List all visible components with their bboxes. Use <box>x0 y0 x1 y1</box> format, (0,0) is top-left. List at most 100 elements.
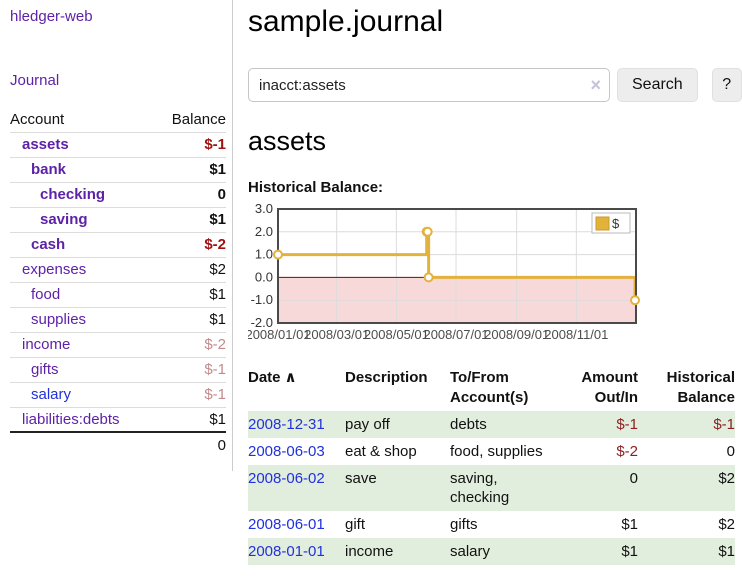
sidebar-item-journal[interactable]: Journal <box>10 72 60 89</box>
register-cell-description: pay off <box>345 416 390 433</box>
register-cell-description: eat & shop <box>345 443 417 460</box>
account-link-gifts[interactable]: gifts <box>31 361 59 378</box>
register-header: Date ∧ Description To/From Account(s) Amo… <box>248 365 735 411</box>
transaction-date-link[interactable]: 2008-06-02 <box>248 470 325 487</box>
account-row: salary $-1 <box>10 381 226 407</box>
search-button[interactable]: Search <box>617 68 698 102</box>
y-tick-label: 3.0 <box>255 204 273 216</box>
accounts-col-balance: Balance <box>171 110 226 128</box>
register-row: 2008-06-02 save saving, checking 0 $2 <box>248 465 735 511</box>
register-cell-date: 2008-06-02 <box>248 465 345 511</box>
account-balance: $-1 <box>154 381 226 407</box>
y-tick-label: -2.0 <box>251 315 273 330</box>
search-input-wrap: × <box>248 68 610 102</box>
sidebar: hledger-web Journal Account Balance asse… <box>0 0 233 471</box>
help-button[interactable]: ? <box>711 68 742 102</box>
register-cell-accounts: food, supplies <box>450 443 543 460</box>
register-cell-amount: $1 <box>621 516 638 533</box>
register-cell-accounts: gifts <box>450 516 478 533</box>
register-row: 2008-12-31 pay off debts $-1 $-1 <box>248 411 735 438</box>
legend-label: $ <box>612 216 620 231</box>
y-tick-label: -1.0 <box>251 292 273 307</box>
register-body: 2008-12-31 pay off debts $-1 $-1 2008-06-03 ea… <box>248 411 735 565</box>
account-link-liabilities-debts[interactable]: liabilities:debts <box>22 410 120 428</box>
account-balance: $1 <box>154 156 226 182</box>
search-input[interactable] <box>248 68 610 102</box>
app-container: hledger-web Journal Account Balance asse… <box>0 0 742 565</box>
register-cell-balance: $-1 <box>713 416 735 433</box>
account-row: food $1 <box>10 281 226 307</box>
historical-balance-chart-box: 2008/01/01 2008/03/01 2008/05/01 2008/07/01… <box>248 204 742 346</box>
data-point-marker <box>422 226 433 237</box>
account-balance: $1 <box>154 281 226 307</box>
register-cell-balance: $1 <box>718 543 735 560</box>
register-cell-amount: $1 <box>621 543 638 560</box>
account-balance: $1 <box>154 406 226 432</box>
accounts-table-body: Account Balance assets $-1 bank $1 checking 0… <box>10 107 226 457</box>
account-row: income $-2 <box>10 331 226 357</box>
account-balance: $1 <box>154 206 226 232</box>
plot-border <box>277 208 637 324</box>
register-cell-amount: 0 <box>629 470 638 487</box>
account-link-saving[interactable]: saving <box>40 211 88 228</box>
account-balance: $2 <box>154 256 226 282</box>
data-point-marker <box>273 249 283 260</box>
register-cell-date: 2008-12-31 <box>248 411 345 438</box>
transaction-date-link[interactable]: 2008-06-01 <box>248 516 325 533</box>
account-link-bank[interactable]: bank <box>31 161 67 178</box>
register-cell-date: 2008-06-03 <box>248 438 345 465</box>
register-cell-amount: $-1 <box>616 416 638 433</box>
account-balance: $1 <box>154 306 226 332</box>
page-title: sample.journal <box>248 5 444 38</box>
register-cell-balance: $2 <box>718 516 735 533</box>
register-col-balance: Historical Balance <box>666 369 735 406</box>
register-cell-accounts: debts <box>450 416 487 433</box>
register-cell-description: save <box>345 470 377 487</box>
account-link-assets[interactable]: assets <box>22 136 69 153</box>
account-row: supplies $1 <box>10 306 226 332</box>
account-link-income[interactable]: income <box>22 336 71 353</box>
account-heading: assets <box>248 126 327 156</box>
account-balance: $-1 <box>154 131 226 157</box>
x-tick-label: 2008/05/01 <box>364 327 429 342</box>
account-balance: 0 <box>154 181 226 207</box>
account-row: assets $-1 <box>10 131 226 157</box>
register-cell-description: gift <box>345 516 366 533</box>
account-link-checking[interactable]: checking <box>40 186 106 203</box>
clear-search-icon[interactable]: × <box>590 75 601 95</box>
register-cell-balance: $2 <box>718 470 735 487</box>
account-balance: $-2 <box>154 231 226 257</box>
register-cell-date: 2008-01-01 <box>248 538 345 565</box>
x-tick-label: 2008/01/01 <box>248 327 311 342</box>
account-row: gifts $-1 <box>10 356 226 382</box>
account-link-expenses[interactable]: expenses <box>22 261 87 278</box>
search-form: × Search ? <box>248 68 742 102</box>
accounts-total-row: 0 <box>10 431 226 457</box>
register-cell-balance: 0 <box>726 443 735 460</box>
data-point-marker <box>630 295 641 306</box>
legend-swatch <box>595 216 610 231</box>
register-col-accounts: To/From Account(s) <box>450 369 529 406</box>
account-balance: $-2 <box>154 331 226 357</box>
transaction-date-link[interactable]: 2008-12-31 <box>248 416 325 433</box>
register-row: 2008-06-01 gift gifts $1 $2 <box>248 511 735 538</box>
register-col-date[interactable]: Date ∧ <box>248 369 297 386</box>
register-col-amount: Amount Out/In <box>581 369 638 406</box>
account-link-salary[interactable]: salary <box>31 386 72 403</box>
accounts-col-account: Account <box>10 110 65 128</box>
transaction-date-link[interactable]: 2008-01-01 <box>248 543 325 560</box>
account-link-cash[interactable]: cash <box>31 236 66 253</box>
register-cell-accounts: salary <box>450 543 491 560</box>
account-row: checking 0 <box>10 181 226 207</box>
account-row: saving $1 <box>10 206 226 232</box>
data-point-marker <box>423 272 434 283</box>
app-title-link[interactable]: hledger-web <box>10 8 93 25</box>
x-tick-label: 2008/07/01 <box>423 327 488 342</box>
account-row: cash $-2 <box>10 231 226 257</box>
account-link-food[interactable]: food <box>31 286 61 303</box>
register-cell-date: 2008-06-01 <box>248 511 345 538</box>
account-link-supplies[interactable]: supplies <box>31 311 87 328</box>
x-tick-label: 2008/03/01 <box>304 327 369 342</box>
transaction-date-link[interactable]: 2008-06-03 <box>248 443 325 460</box>
account-row: expenses $2 <box>10 256 226 282</box>
